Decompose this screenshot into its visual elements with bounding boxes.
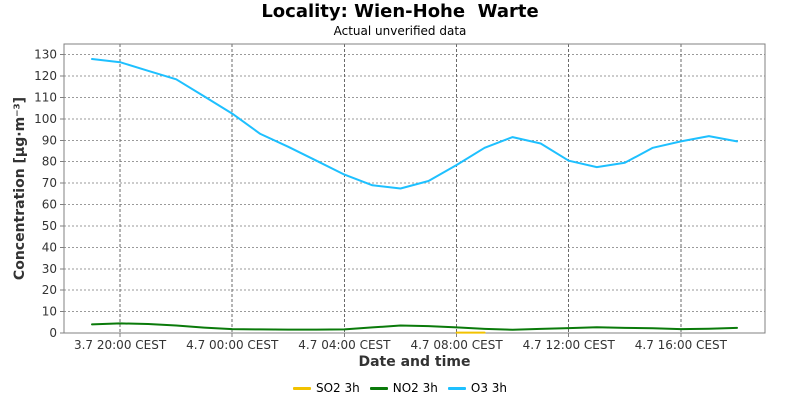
y-tick-label: 60 xyxy=(42,198,57,212)
y-tick-label: 30 xyxy=(42,262,57,276)
y-tick-label: 50 xyxy=(42,219,57,233)
y-tick-label: 10 xyxy=(42,305,57,319)
x-tick-label: 4.7 16:00 CEST xyxy=(635,338,728,352)
legend-label-o3: O3 3h xyxy=(470,381,508,395)
chart-title: Locality: Wien-Hohe Warte xyxy=(261,1,539,22)
plot-area xyxy=(64,44,765,333)
chart-subtitle: Actual unverified data xyxy=(333,24,467,38)
plot-border xyxy=(63,43,766,334)
x-tick-label: 4.7 08:00 CEST xyxy=(410,338,503,352)
legend-item-no2: NO2 3h xyxy=(369,381,438,395)
legend-swatch-no2 xyxy=(369,386,388,390)
y-tick-label: 0 xyxy=(49,326,57,340)
legend-item-o3: O3 3h xyxy=(447,381,508,395)
y-tick-label: 90 xyxy=(42,133,57,147)
y-tick-label: 100 xyxy=(34,112,57,126)
y-tick-label: 70 xyxy=(42,176,57,190)
legend-label-no2: NO2 3h xyxy=(392,381,438,395)
chart-legend: SO2 3h NO2 3h O3 3h xyxy=(0,381,800,395)
series-line-o3 xyxy=(91,58,738,190)
x-axis-label: Date and time xyxy=(358,354,470,370)
x-tick-label: 4.7 00:00 CEST xyxy=(186,338,279,352)
legend-item-so2: SO2 3h xyxy=(292,381,360,395)
y-tick-label: 130 xyxy=(34,48,57,62)
y-tick-label: 20 xyxy=(42,283,57,297)
legend-label-so2: SO2 3h xyxy=(315,381,360,395)
y-tick-label: 120 xyxy=(34,69,57,83)
legend-swatch-so2 xyxy=(292,386,311,390)
x-tick-label: 4.7 12:00 CEST xyxy=(523,338,616,352)
y-tick-label: 80 xyxy=(42,155,57,169)
series-line-no2 xyxy=(91,322,738,331)
legend-swatch-o3 xyxy=(447,386,466,390)
y-tick-label: 110 xyxy=(34,91,57,105)
x-tick-label: 3.7 20:00 CEST xyxy=(74,338,167,352)
y-axis-label: Concentration [µg·m⁻³] xyxy=(12,97,28,280)
y-tick-label: 40 xyxy=(42,240,57,254)
x-tick-label: 4.7 04:00 CEST xyxy=(298,338,391,352)
